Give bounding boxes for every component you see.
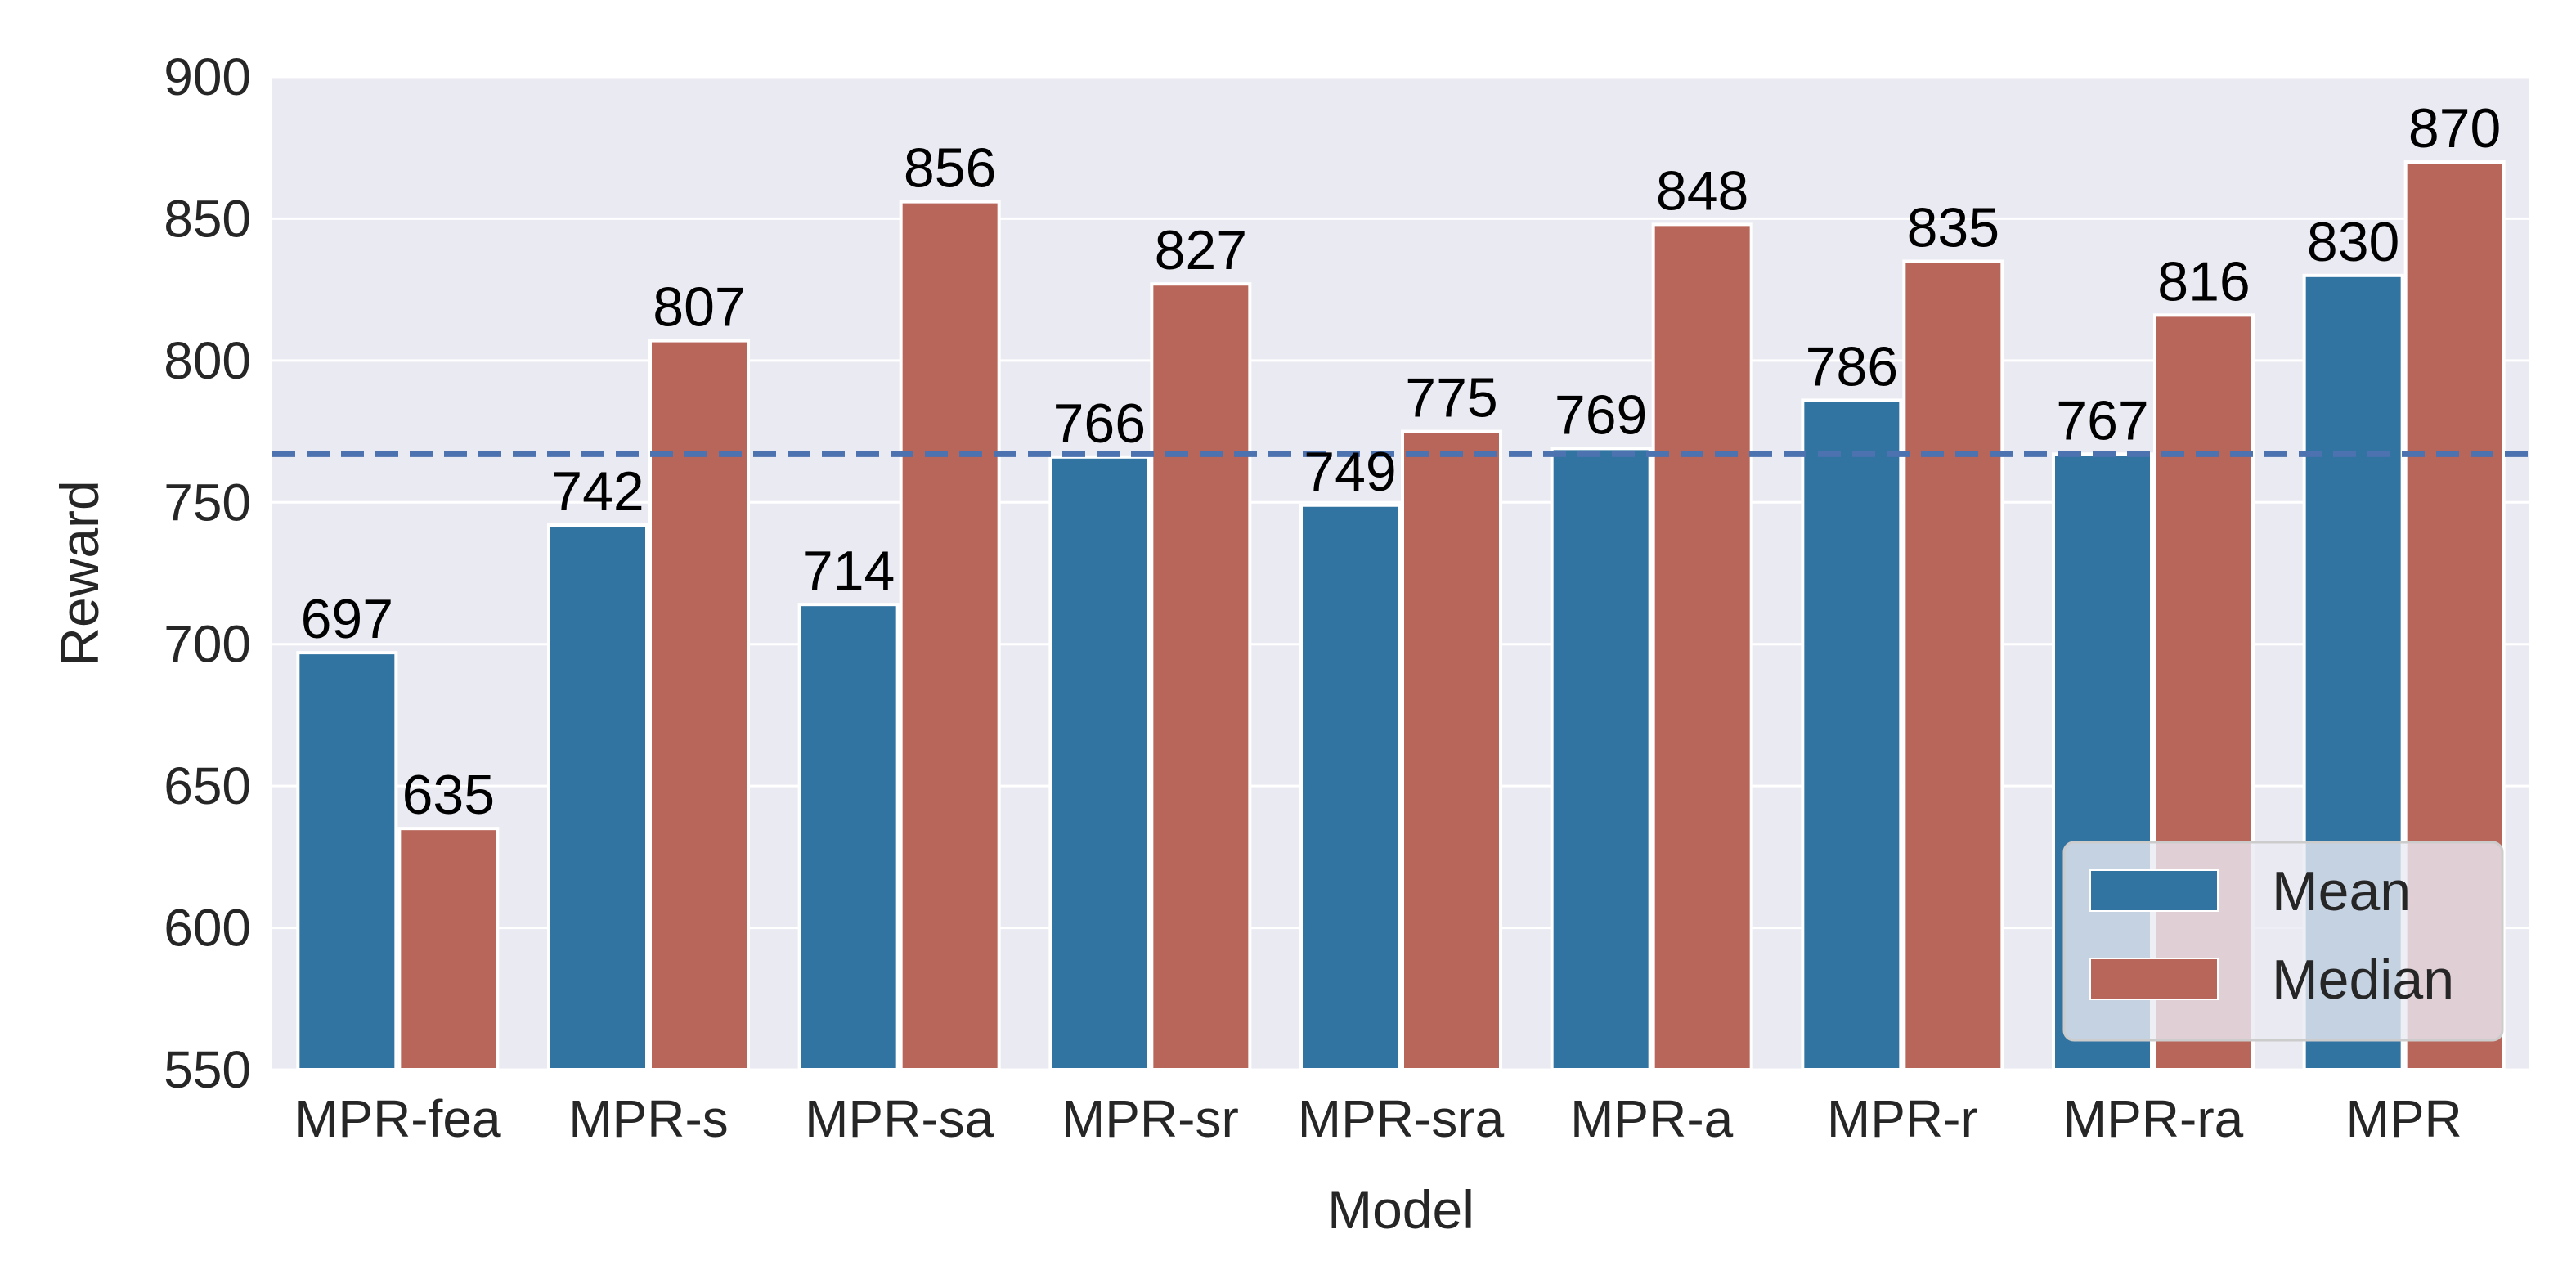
bar-mean bbox=[1801, 398, 1903, 1072]
y-tick-label: 650 bbox=[164, 756, 251, 815]
data-label-mean: 749 bbox=[1304, 441, 1396, 503]
legend-swatch-median bbox=[2089, 958, 2219, 1000]
bar-mean bbox=[1048, 455, 1151, 1071]
data-label-median: 856 bbox=[904, 137, 996, 200]
bar-mean bbox=[1299, 503, 1401, 1071]
bar-median bbox=[1651, 222, 1753, 1071]
bar-median bbox=[1902, 259, 2004, 1071]
data-label-median: 775 bbox=[1405, 367, 1497, 429]
y-tick-label: 750 bbox=[164, 473, 251, 532]
data-label-mean: 786 bbox=[1806, 335, 1898, 397]
y-tick-label: 550 bbox=[164, 1040, 251, 1099]
data-label-mean: 767 bbox=[2056, 389, 2148, 451]
data-label-median: 870 bbox=[2408, 97, 2501, 159]
y-axis-label: Reward bbox=[49, 480, 110, 666]
bar-median bbox=[1401, 429, 1502, 1071]
legend-label-mean: Mean bbox=[2272, 860, 2411, 922]
x-tick-label: MPR-s bbox=[568, 1089, 729, 1148]
x-tick-label: MPR-sr bbox=[1061, 1089, 1239, 1148]
data-label-median: 835 bbox=[1907, 196, 1999, 258]
data-labels: 697 742 714 766 749 769 786 767 830 635 807 856 827 7… bbox=[301, 97, 2502, 826]
data-label-mean: 766 bbox=[1053, 393, 1146, 455]
x-axis-label: Model bbox=[1327, 1179, 1474, 1240]
x-tick-label: MPR-fea bbox=[294, 1089, 501, 1148]
x-tick-labels: MPR-fea MPR-s MPR-sa MPR-sr MPR-sra MPR-a MPR-… bbox=[294, 1089, 2462, 1148]
data-label-median: 807 bbox=[653, 276, 745, 339]
bar-median bbox=[397, 827, 500, 1072]
legend-label-median: Median bbox=[2272, 949, 2454, 1011]
y-tick-label: 800 bbox=[164, 331, 251, 390]
bar-median bbox=[648, 339, 750, 1071]
y-tick-label: 850 bbox=[164, 189, 251, 248]
data-label-mean: 742 bbox=[551, 460, 644, 523]
x-tick-label: MPR-r bbox=[1827, 1089, 1978, 1148]
bar-mean bbox=[1550, 447, 1652, 1071]
x-tick-label: MPR-sra bbox=[1298, 1089, 1505, 1148]
y-tick-label: 600 bbox=[164, 899, 251, 958]
data-label-median: 635 bbox=[402, 764, 495, 826]
legend: Mean Median bbox=[2062, 841, 2504, 1042]
data-label-mean: 769 bbox=[1555, 384, 1647, 446]
y-tick-label: 700 bbox=[164, 615, 251, 674]
x-tick-label: MPR-ra bbox=[2063, 1089, 2244, 1148]
data-label-mean: 714 bbox=[802, 540, 895, 602]
x-tick-label: MPR-sa bbox=[805, 1089, 994, 1148]
data-label-mean: 830 bbox=[2307, 211, 2399, 273]
x-tick-label: MPR-a bbox=[1570, 1089, 1734, 1148]
y-tick-label: 900 bbox=[164, 47, 251, 106]
x-tick-label: MPR bbox=[2346, 1089, 2462, 1148]
data-label-mean: 697 bbox=[301, 588, 393, 650]
bar-mean bbox=[547, 523, 648, 1071]
bar-median bbox=[1150, 282, 1252, 1072]
data-label-median: 848 bbox=[1656, 159, 1748, 222]
bar-median bbox=[899, 200, 1001, 1071]
bar-mean bbox=[296, 651, 398, 1071]
bar-mean bbox=[797, 603, 900, 1071]
y-tick-labels: 550 600 650 700 750 800 850 900 bbox=[164, 47, 251, 1099]
data-label-median: 816 bbox=[2157, 250, 2250, 312]
data-label-median: 827 bbox=[1155, 219, 1247, 281]
legend-swatch-mean bbox=[2089, 869, 2219, 912]
